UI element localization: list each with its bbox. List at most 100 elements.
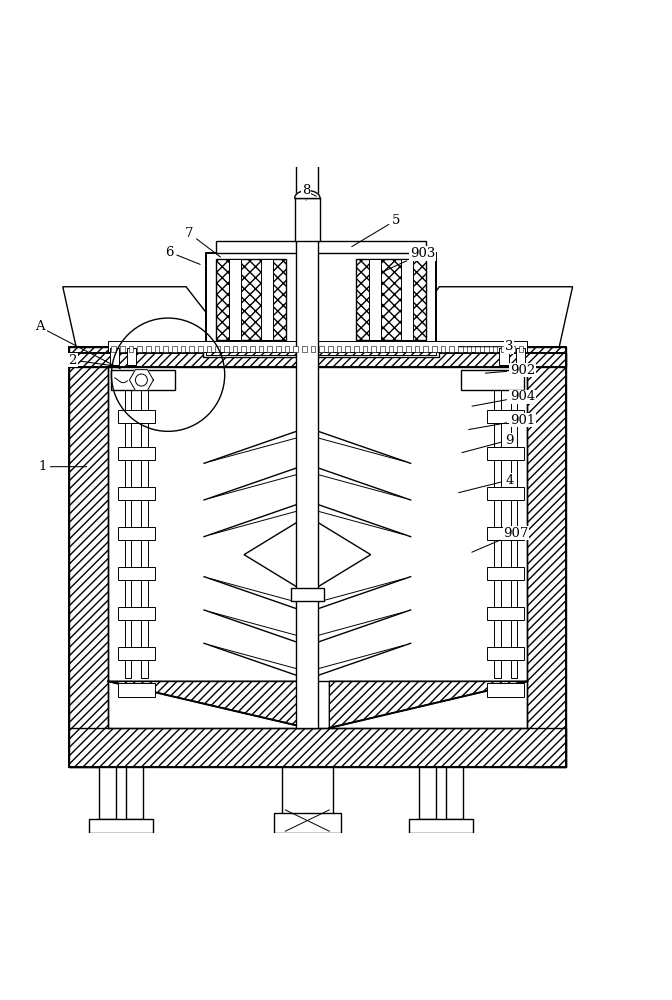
Bar [99,767,116,819]
Polygon shape [130,370,153,390]
Bar [487,527,524,540]
Bar [487,410,524,423]
Text: 2: 2 [69,354,117,367]
Bar [409,819,472,833]
Text: 902: 902 [485,364,535,377]
Bar [423,346,428,352]
Bar [216,241,426,253]
Bar [487,683,524,697]
Bar [89,819,153,833]
Bar [295,198,320,241]
Bar [450,346,454,352]
Bar [337,346,341,352]
Bar [118,410,155,423]
Bar [487,447,524,460]
Bar [146,346,151,352]
Bar [487,607,524,620]
Bar [285,346,290,352]
Bar [118,607,155,620]
Polygon shape [295,191,320,198]
Text: 901: 901 [468,414,535,430]
Text: 903: 903 [382,247,435,272]
Bar [267,346,272,352]
Bar [510,346,515,352]
Bar [118,487,155,500]
Bar [302,346,306,352]
Bar [345,346,350,352]
Bar [118,683,155,697]
Bar [511,370,517,678]
Bar [446,767,462,819]
Bar [406,346,411,352]
Polygon shape [356,259,426,340]
Polygon shape [69,353,108,767]
Bar [206,253,436,347]
Bar [487,487,524,500]
Bar [397,346,402,352]
Text: 907: 907 [472,527,529,552]
Text: 4: 4 [459,474,513,493]
Bar [203,345,439,357]
Bar [516,348,526,365]
Bar [190,346,194,352]
Bar [155,346,159,352]
Text: 3: 3 [459,340,513,353]
Bar [419,767,436,819]
Polygon shape [206,341,436,355]
Bar [460,370,524,390]
Bar [110,348,120,365]
Bar [388,346,393,352]
Bar [519,346,523,352]
Bar [261,259,273,340]
Bar [118,647,155,660]
Bar [108,341,528,352]
Bar [291,588,324,601]
Bar [475,346,480,352]
Bar [259,346,263,352]
Bar [296,93,319,728]
Bar [137,346,142,352]
Bar [163,346,168,352]
Bar [354,346,359,352]
Bar [458,346,462,352]
Bar [118,447,155,460]
Bar [118,527,155,540]
Text: 5: 5 [351,214,400,247]
Bar [466,346,471,352]
Text: 1: 1 [38,460,87,473]
Bar [112,370,175,390]
Bar [372,346,376,352]
Text: 6: 6 [165,246,200,264]
Polygon shape [62,287,233,347]
Text: A: A [35,320,120,369]
Bar [229,259,241,340]
Polygon shape [69,728,566,767]
Polygon shape [216,259,286,340]
Bar [172,346,177,352]
Bar [224,346,228,352]
Bar [118,567,155,580]
Bar [141,370,148,678]
Bar [494,370,501,678]
Bar [370,259,381,340]
Text: 904: 904 [472,390,535,406]
Bar [415,346,419,352]
Bar [129,346,134,352]
Text: 7: 7 [185,227,220,257]
Bar [432,346,437,352]
Bar [198,346,203,352]
Bar [127,348,136,365]
Bar [233,346,237,352]
Bar [69,347,566,367]
Bar [310,346,315,352]
Bar [363,346,368,352]
Bar [401,259,413,340]
Bar [112,346,116,352]
Bar [69,353,566,767]
Bar [499,348,509,365]
Circle shape [135,374,147,386]
Bar [501,346,506,352]
Bar [120,346,125,352]
Text: 8: 8 [302,184,310,200]
Bar [250,346,255,352]
